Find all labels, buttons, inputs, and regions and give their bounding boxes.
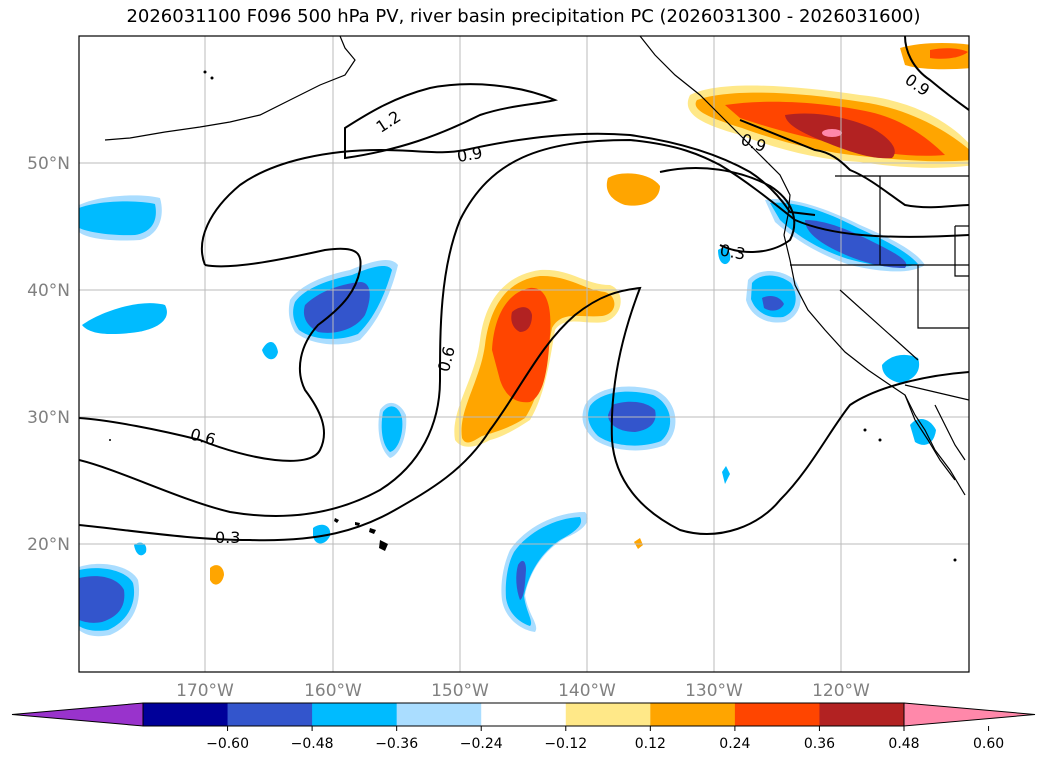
- colorbar-extend-high: [903, 702, 1036, 727]
- colorbar-swatch: [481, 703, 567, 726]
- colorbar-extend-low: [11, 702, 144, 727]
- neg-region-w-2: [262, 341, 278, 360]
- neg-region-nw-1-inner: [79, 201, 156, 236]
- pos-region-small-1: [210, 565, 224, 585]
- map-panel: 1.2 0.9 0.9 0.9 0.6 0.6 0.3 0.3: [79, 36, 969, 672]
- neg-region-s-1-inner: [516, 560, 526, 600]
- lat-label-30n: 30°N: [27, 408, 70, 428]
- colorbar-tick-label: 0.24: [719, 736, 750, 752]
- alaska-coast: [104, 36, 356, 141]
- contour-label-0p3-b: 0.3: [718, 241, 746, 264]
- lat-label-40n: 40°N: [27, 281, 70, 301]
- contour-0p9-inner: [79, 247, 362, 462]
- lon-label-150w: 150°W: [431, 681, 489, 701]
- colorbar-swatch: [819, 703, 905, 726]
- contour-1p2: [344, 83, 559, 160]
- colorbar-tick-label: 0.12: [635, 736, 666, 752]
- pos-region-ne-corner-inner: [930, 48, 968, 59]
- gulf-of-california: [934, 404, 966, 461]
- colorbar-swatch: [227, 703, 313, 726]
- lon-label-130w: 130°W: [685, 681, 743, 701]
- pos-region-pnw-peak: [822, 129, 842, 137]
- colorbar-swatch: [396, 703, 482, 726]
- islands: [109, 70, 957, 562]
- lat-label-20n: 20°N: [27, 535, 70, 555]
- colorbar-frame: [142, 702, 905, 727]
- state-border-4: [839, 289, 919, 361]
- colorbar: −0.60 −0.48 −0.36 −0.24 −0.12 0.12 0.24 0.36 0.4…: [11, 702, 1036, 752]
- neg-region-ca-2: [882, 354, 920, 383]
- contour-0p9-tr: [904, 36, 969, 111]
- lon-label-140w: 140°W: [558, 681, 616, 701]
- neg-region-small-a: [718, 248, 731, 265]
- colorbar-tick-label: −0.12: [544, 736, 587, 752]
- lon-label-160w: 160°W: [304, 681, 362, 701]
- lon-label-170w: 170°W: [176, 681, 234, 701]
- longitude-labels: 170°W 160°W 150°W 140°W 130°W 120°W: [176, 681, 870, 701]
- neg-region-small-d: [722, 466, 730, 484]
- colorbar-tick-label: −0.48: [291, 736, 334, 752]
- contour-0p9-ne: [739, 119, 969, 209]
- lat-label-50n: 50°N: [27, 154, 70, 174]
- contour-labels: 1.2 0.9 0.9 0.9 0.6 0.6 0.3 0.3: [188, 70, 933, 547]
- colorbar-swatch: [565, 703, 651, 726]
- colorbar-tick-label: 0.36: [804, 736, 835, 752]
- contour-label-0p9-a: 0.9: [455, 143, 483, 166]
- colorbar-tick-label: 0.60: [973, 736, 1004, 752]
- bc-coast: [639, 36, 791, 236]
- neg-region-ca-1-core: [762, 296, 784, 311]
- contour-label-0p3-a: 0.3: [215, 528, 240, 547]
- contour-0p3-inner: [659, 167, 796, 253]
- lon-label-120w: 120°W: [812, 681, 870, 701]
- state-border-6: [954, 226, 969, 277]
- neg-region-c-1-inner: [381, 406, 403, 452]
- pos-region-central-core: [511, 307, 532, 332]
- colorbar-swatch: [734, 703, 820, 726]
- mex-border: [904, 384, 969, 401]
- map-frame: [78, 35, 970, 673]
- pos-region-pnw-core: [785, 113, 895, 159]
- colorbar-swatch: [143, 703, 229, 726]
- neg-region-small-c: [134, 542, 147, 556]
- neg-region-w-coast-inner: [805, 220, 907, 268]
- neg-region-small-b: [313, 524, 331, 544]
- map-title: 2026031100 F096 500 hPa PV, river basin …: [126, 6, 921, 27]
- baja-coast: [904, 394, 956, 481]
- pos-region-mid-ne: [606, 173, 660, 206]
- colorbar-tick-label: 0.48: [888, 736, 919, 752]
- colorbar-tick-label: −0.36: [375, 736, 418, 752]
- contour-0p3: [79, 286, 969, 542]
- gridlines: [79, 36, 969, 672]
- hawaii-islands: [334, 518, 388, 551]
- neg-region-nw-2: [82, 303, 167, 335]
- coastlines: [104, 36, 969, 496]
- neg-region-sw-inner: [79, 576, 125, 623]
- neg-region-w-1-inner: [303, 282, 370, 333]
- pos-region-central-inner: [492, 287, 551, 403]
- colorbar-swatch: [650, 703, 736, 726]
- us-west-coast: [783, 234, 966, 496]
- pv-contours: [79, 36, 969, 542]
- colorbar-tick-label: −0.60: [206, 736, 249, 752]
- contour-0p9-main: [200, 132, 816, 266]
- colorbar-tick-label: −0.24: [460, 736, 503, 752]
- contour-0p6: [79, 138, 969, 517]
- colorbar-swatch: [312, 703, 398, 726]
- latitude-labels: 50°N 40°N 30°N 20°N: [27, 154, 70, 555]
- state-border-3: [917, 265, 969, 329]
